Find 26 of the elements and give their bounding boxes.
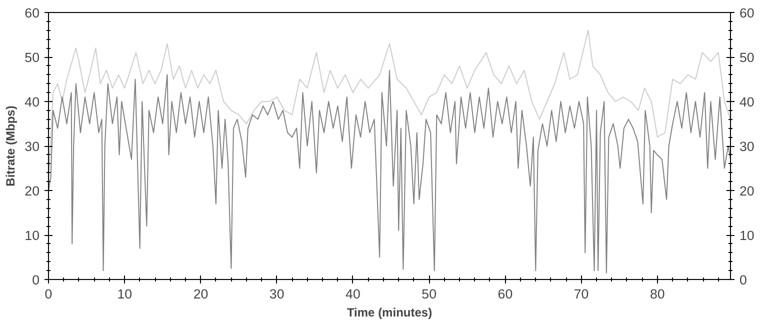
y-tick-label: 30 (24, 139, 40, 154)
x-tick-label: 10 (117, 286, 132, 302)
x-tick-label: 60 (498, 286, 513, 302)
y-tick-label: 20 (24, 184, 40, 198)
x-tick-label: 40 (346, 286, 360, 302)
y2-tick-label: 30 (740, 139, 754, 154)
y-tick-label: 10 (24, 228, 40, 243)
y-tick-label: 40 (24, 94, 40, 110)
x-tick-label: 0 (44, 286, 52, 302)
line-series (48, 70, 730, 274)
y-tick-label: 50 (24, 50, 40, 65)
x-tick-label: 80 (650, 286, 665, 302)
y-tick-label: 60 (24, 6, 40, 20)
x-tick-label: 20 (193, 286, 208, 302)
y2-tick-label: 20 (740, 184, 754, 198)
y2-tick-label: 10 (740, 228, 754, 243)
x-tick-label: 70 (574, 286, 589, 302)
y-tick-label: 0 (32, 272, 40, 288)
y-axis-title: Bitrate (Mbps) (4, 106, 18, 186)
y2-tick-label: 60 (740, 6, 754, 20)
x-axis-title: Time (minutes) (346, 306, 432, 320)
y2-tick-label: 50 (740, 50, 754, 65)
x-tick-label: 50 (422, 286, 436, 302)
y2-tick-label: 40 (740, 94, 754, 110)
y2-tick-label: 0 (740, 272, 747, 288)
x-tick-label: 30 (269, 286, 284, 302)
